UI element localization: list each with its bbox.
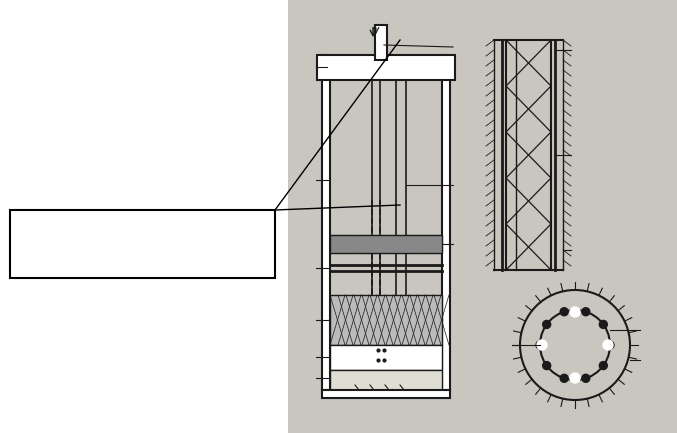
Circle shape — [536, 341, 544, 349]
Bar — [322, 55, 330, 390]
Circle shape — [606, 341, 614, 349]
Circle shape — [599, 320, 607, 328]
Circle shape — [537, 340, 547, 350]
Bar — [10, 210, 275, 278]
Circle shape — [560, 308, 568, 316]
Circle shape — [582, 374, 590, 382]
Bar — [330, 295, 442, 345]
Circle shape — [543, 320, 550, 328]
Circle shape — [543, 362, 550, 370]
Circle shape — [599, 362, 607, 370]
Bar — [330, 235, 442, 253]
Bar — [330, 345, 442, 370]
Circle shape — [570, 307, 580, 317]
Circle shape — [603, 340, 613, 350]
Circle shape — [582, 308, 590, 316]
Bar — [375, 25, 387, 60]
Bar — [288, 0, 677, 433]
Bar — [317, 55, 455, 80]
Bar — [330, 370, 442, 390]
Bar — [322, 390, 450, 398]
Circle shape — [560, 374, 568, 382]
Bar — [442, 55, 450, 390]
Circle shape — [570, 373, 580, 383]
